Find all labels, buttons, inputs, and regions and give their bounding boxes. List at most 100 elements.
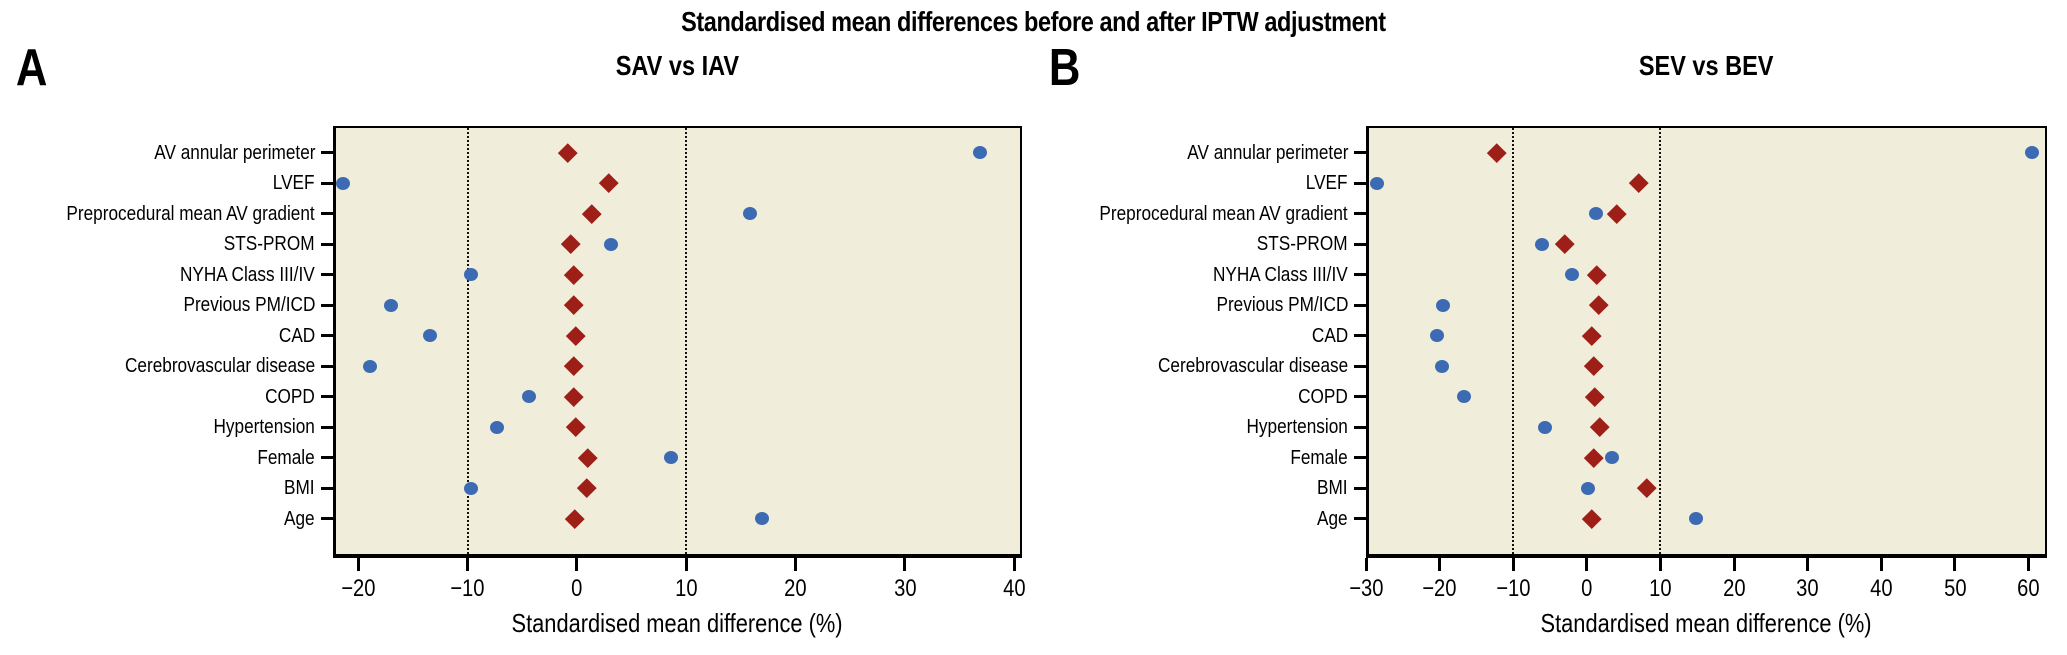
x-axis-tick [1364, 558, 1368, 571]
y-axis-tick [1354, 486, 1366, 490]
x-tick-label: 30 [1763, 575, 1853, 603]
y-axis-tick [321, 395, 333, 398]
x-axis-tick [2027, 558, 2031, 571]
data-point-before [335, 176, 350, 190]
x-axis-tick [466, 558, 470, 571]
data-point-before [1456, 390, 1471, 403]
y-axis-label: Cerebrovascular disease [0, 353, 315, 379]
y-axis-label-text: Female [1290, 446, 1348, 469]
x-tick-label: 10 [641, 575, 731, 603]
x-tick-label-text: 50 [1943, 575, 1967, 602]
y-axis-tick [1354, 273, 1366, 276]
y-axis-label: LVEF [1030, 170, 1348, 196]
x-tick-label: 60 [1984, 575, 2067, 603]
x-axis-tick [1511, 558, 1515, 571]
x-tick-label-text: 0 [1581, 575, 1593, 602]
reference-line [466, 128, 469, 554]
panel-b-title-text: SEV vs BEV [1639, 50, 1774, 81]
data-point-before [383, 298, 398, 312]
y-axis-tick [1354, 181, 1366, 185]
data-point-before [1688, 512, 1703, 525]
data-point-before [603, 237, 618, 251]
figure-title-text: Standardised mean differences before and… [681, 6, 1386, 37]
data-point-before [1534, 237, 1549, 251]
x-tick-label: 10 [1615, 575, 1705, 603]
y-axis-label-text: Hypertension [213, 416, 315, 438]
x-tick-label-text: −20 [341, 575, 376, 602]
x-tick-label-text: 0 [571, 575, 583, 602]
data-point-before [463, 481, 478, 495]
x-axis-title-text: Standardised mean difference (%) [511, 608, 844, 638]
y-axis-tick [1354, 517, 1366, 520]
y-axis-label-text: Preprocedural mean AV gradient [1099, 202, 1348, 225]
data-point-before [1581, 481, 1596, 495]
x-axis-tick [356, 558, 360, 571]
y-axis-label: LVEF [0, 170, 315, 196]
x-tick-label: 40 [969, 575, 1059, 603]
y-axis-label-text: CAD [1311, 324, 1348, 347]
y-axis-label: Preprocedural mean AV gradient [0, 201, 315, 227]
data-point-before [521, 390, 536, 403]
y-axis-tick [321, 334, 333, 337]
x-tick-label: 50 [1910, 575, 2000, 603]
x-tick-label-text: 30 [893, 575, 917, 602]
y-axis-tick [1354, 151, 1366, 154]
y-axis-label-text: COPD [1298, 385, 1348, 408]
y-axis-label: BMI [0, 475, 315, 501]
y-axis-label: BMI [1030, 475, 1348, 501]
y-axis-label-text: AV annular perimeter [153, 141, 315, 164]
x-tick-label: −30 [1321, 575, 1411, 603]
y-axis-label: AV annular perimeter [0, 140, 315, 166]
y-axis-tick [321, 212, 333, 215]
y-axis-tick [321, 364, 333, 368]
x-tick-label-text: 60 [2017, 575, 2040, 602]
data-point-before [490, 420, 505, 434]
data-point-before [1370, 176, 1385, 190]
y-axis-label: COPD [0, 384, 315, 410]
y-axis-label: Previous PM/ICD [1030, 292, 1348, 318]
x-tick-label-text: 20 [784, 575, 807, 602]
y-axis-tick [321, 151, 333, 154]
data-point-before [754, 512, 769, 525]
x-axis-tick [1438, 558, 1442, 571]
x-axis-tick [1732, 558, 1736, 571]
x-axis-tick [1806, 558, 1810, 571]
panel-a-label: A [13, 42, 50, 94]
y-axis-label: STS-PROM [1030, 231, 1348, 257]
y-axis-tick [321, 273, 333, 276]
y-axis-label-text: Cerebrovascular disease [124, 355, 315, 377]
panel-b-title: SEV vs BEV [1366, 50, 2047, 82]
x-tick-label-text: 30 [1796, 575, 1819, 602]
data-point-before [363, 359, 378, 373]
x-tick-label: 20 [751, 575, 841, 603]
y-axis-label-text: Cerebrovascular disease [1157, 355, 1348, 377]
panel-a-title-text: SAV vs IAV [615, 50, 740, 81]
y-axis-tick [321, 242, 333, 246]
data-point-before [2025, 146, 2040, 159]
y-axis-label: NYHA Class III/IV [1030, 262, 1348, 288]
data-point-before [742, 207, 757, 220]
x-tick-label: −10 [1468, 575, 1558, 603]
y-axis-tick [1354, 395, 1366, 398]
x-axis-title-text: Standardised mean difference (%) [1540, 608, 1873, 638]
data-point-before [1604, 451, 1619, 464]
y-axis-label: Hypertension [1030, 414, 1348, 440]
y-axis-tick [321, 181, 333, 185]
plot-area-b [1366, 126, 2047, 558]
y-axis-tick [1354, 364, 1366, 368]
y-axis-label: Age [0, 506, 315, 532]
plot-area-a [333, 126, 1022, 558]
x-tick-label: 30 [860, 575, 950, 603]
data-point-before [1588, 207, 1603, 220]
x-tick-label-text: −30 [1348, 575, 1384, 602]
data-point-before [1565, 268, 1580, 281]
y-axis-label: Cerebrovascular disease [1030, 353, 1348, 379]
y-axis-label-text: Previous PM/ICD [183, 294, 315, 316]
x-axis-tick [1012, 558, 1016, 571]
x-tick-label: −20 [1395, 575, 1485, 603]
y-axis-label-text: LVEF [1306, 172, 1348, 194]
y-axis-tick [1354, 456, 1366, 459]
x-tick-label-text: −10 [450, 575, 485, 602]
x-tick-label-text: 10 [675, 575, 698, 602]
